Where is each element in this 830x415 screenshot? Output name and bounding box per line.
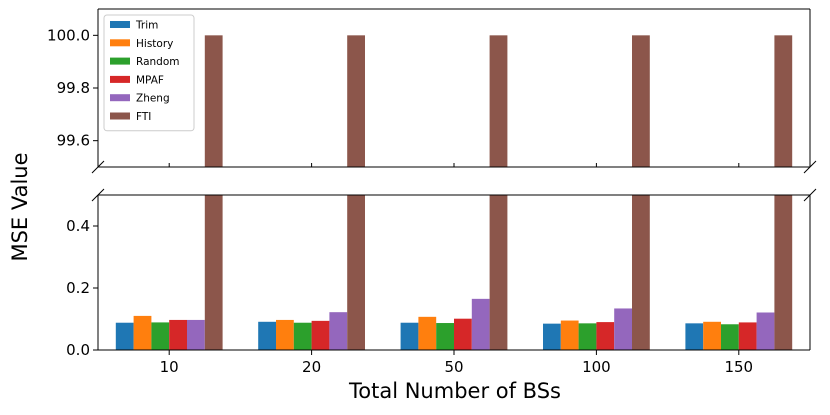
legend-swatch-fti [110,112,130,120]
bar-zheng-20-lower [329,312,348,350]
break-mark-lower-left [91,188,105,202]
bar-fti-100-lower [632,195,650,350]
bar-random-100-lower [578,323,597,350]
bar-history-150-lower [703,321,721,350]
bar-mpaf-10-lower [169,319,187,350]
x-tick-label: 50 [444,358,463,376]
bar-mpaf-50-lower [454,318,472,350]
legend-swatch-trim [110,21,130,28]
legend-label-zheng: Zheng [136,93,170,105]
legend-swatch-zheng [110,94,130,102]
legend-label-mpaf: MPAF [136,74,164,86]
bar-zheng-150-lower [756,312,775,350]
x-axis-label: Total Number of BSs [348,379,561,403]
bar-fti-20-upper [347,35,365,168]
lower-bar-group [115,195,793,350]
bar-fti-100-upper [632,35,650,168]
break-mark-upper-left [91,160,105,174]
lower-y-tick-label: 0.0 [66,341,90,359]
bar-trim-100-lower [543,323,561,350]
bar-random-10-lower [151,322,170,350]
x-tick-label: 20 [302,358,321,376]
x-tick-label: 10 [160,358,179,376]
legend-swatch-mpaf [110,75,130,83]
bar-mpaf-150-lower [738,322,757,350]
bar-history-100-lower [560,320,579,350]
bar-fti-150-lower [774,195,793,350]
bar-random-50-lower [436,323,454,350]
upper-y-tick-label: 99.6 [57,132,90,150]
x-tick-label: 150 [724,358,753,376]
bar-fti-50-upper [489,35,508,168]
legend-label-random: Random [136,56,179,68]
y-axis-label: MSE Value [8,152,32,261]
legend-label-fti: FTI [136,111,151,123]
bar-fti-10-upper [204,35,223,168]
break-mark-upper-right [803,160,817,174]
bar-zheng-50-lower [471,298,490,350]
lower-y-tick-label: 0.4 [66,217,90,235]
legend-label-history: History [136,38,173,50]
bar-mpaf-100-lower [596,322,615,350]
upper-y-tick-label: 100.0 [47,26,90,44]
bar-fti-150-upper [774,35,793,168]
bar-history-10-lower [133,315,152,350]
bar-trim-10-lower [115,322,134,350]
bar-zheng-100-lower [614,308,632,350]
bar-trim-150-lower [685,323,704,350]
bar-history-20-lower [276,319,294,350]
legend-swatch-history [110,39,130,47]
bar-fti-10-lower [204,195,223,350]
legend: Trim History Random MPAF Zheng FTI [103,14,195,132]
bar-random-20-lower [293,322,312,350]
bar-trim-50-lower [400,322,419,350]
x-tick-label: 100 [582,358,611,376]
bar-history-50-lower [418,316,437,350]
bar-fti-50-lower [489,195,508,350]
bar-trim-20-lower [258,321,276,350]
ticks: 99.6 99.8 100.0 0.0 0.2 0.4 10 20 50 100 150 [47,26,753,376]
bar-mpaf-20-lower [311,320,330,350]
bar-zheng-10-lower [187,319,205,350]
upper-bar-group [204,35,793,168]
break-mark-lower-right [803,188,817,202]
lower-y-tick-label: 0.2 [66,279,90,297]
legend-label-trim: Trim [135,20,158,32]
bar-random-150-lower [721,324,739,350]
axes [91,8,817,351]
bar-fti-20-lower [347,195,365,350]
legend-swatch-random [110,57,130,65]
upper-y-tick-label: 99.8 [57,79,90,97]
